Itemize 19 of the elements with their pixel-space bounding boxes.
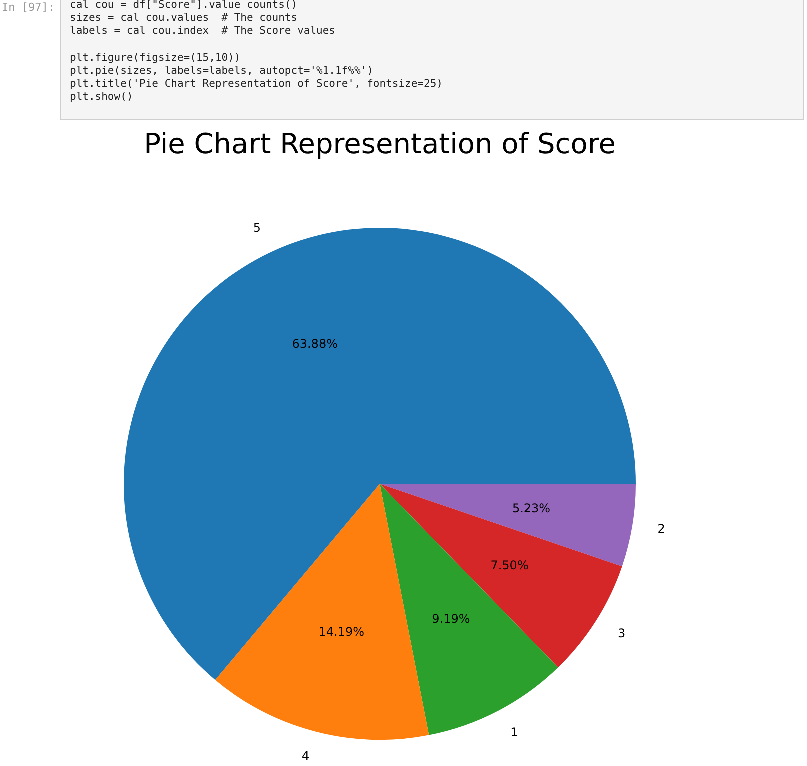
text: plt.title('Pie Chart Representation of Score', fontsize=25) (70, 78, 444, 92)
text: sizes = cal_cou.values # The counts (70, 12, 299, 26)
slice-label: 4 (302, 748, 310, 763)
text: plt.pie(sizes, labels=labels, autopct='%1.1f%%') (70, 64, 374, 78)
text: labels = cal_cou.index # The Score values (70, 25, 337, 39)
text: plt.figure(figsize=(15,10)) (70, 52, 242, 65)
data-label: 5.23% (512, 501, 551, 516)
data-label: 9.19% (432, 612, 470, 626)
chart-title: Pie Chart Representation of Score (144, 127, 616, 160)
slice-label: 3 (618, 626, 626, 641)
text: In [97]: (2, 1, 55, 14)
slice-label: 1 (510, 726, 518, 740)
text: cal_cou = df["Score"].value_counts() (70, 0, 299, 12)
slice-label: 2 (658, 522, 666, 536)
data-label: 63.88% (292, 336, 338, 351)
data-label: 14.19% (318, 624, 365, 639)
data-label: 7.50% (490, 558, 529, 572)
slice-label: 5 (253, 220, 262, 235)
text: plt.show() (70, 91, 134, 104)
